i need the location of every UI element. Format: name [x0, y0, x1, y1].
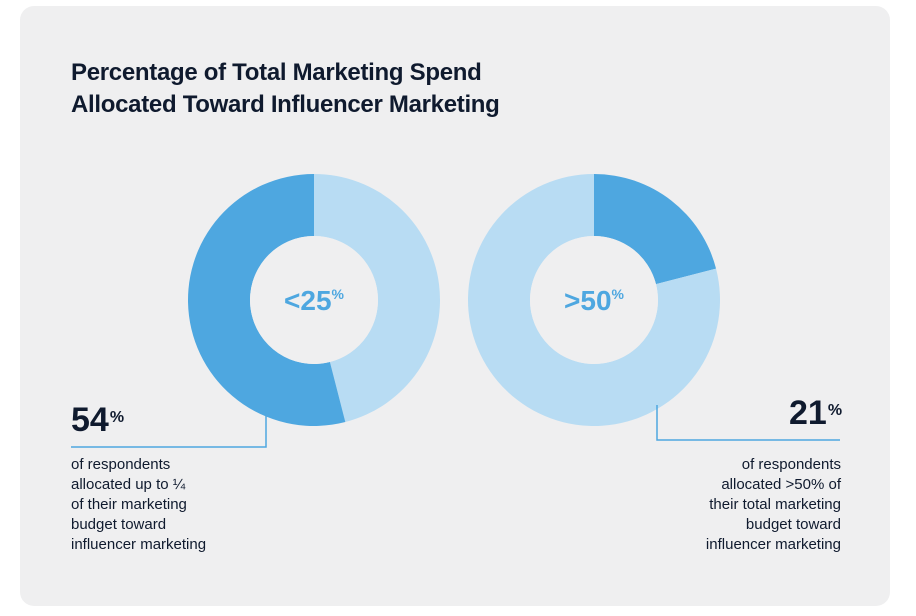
callout-text-left: of respondents allocated up to ¼ of thei… [71, 455, 271, 555]
donut-center-label: >50% [564, 285, 625, 316]
callout-value-left-number: 54 [71, 401, 109, 439]
callout-value-left: 54% [71, 400, 124, 440]
donut-hole [530, 236, 658, 364]
donut-slice [468, 174, 721, 426]
donut-hole [250, 236, 378, 364]
donut-center-label: <25% [284, 285, 345, 316]
donut-slice [314, 174, 441, 423]
callout-text-right: of respondents allocated >50% of their t… [641, 455, 841, 555]
callout-value-right-unit: % [827, 402, 843, 419]
callout-text-left-line: allocated up to ¼ [71, 476, 186, 493]
callout-text-left-line: of their marketing [71, 496, 187, 513]
donut-chart-under-25: <25% [188, 174, 441, 426]
callout-text-left-line: of respondents [71, 456, 171, 473]
callout-text-right-line: allocated >50% of [721, 476, 841, 493]
callout-text-right-line: their total marketing [709, 496, 841, 513]
callout-value-left-unit: % [109, 409, 125, 426]
donut-center-unit: % [612, 286, 625, 302]
chart-title: Percentage of Total Marketing Spend Allo… [71, 57, 500, 121]
donut-chart-over-50: >50% [468, 174, 721, 426]
callout-text-left-line: budget toward [71, 516, 167, 533]
chart-card [20, 6, 890, 606]
chart-title-line-2: Allocated Toward Influencer Marketing [71, 91, 500, 118]
callout-text-right-line: budget toward [745, 516, 841, 533]
donut-center-value: <25 [284, 285, 332, 316]
chart-title-line-1: Percentage of Total Marketing Spend [71, 59, 482, 86]
callout-text-left-line: influencer marketing [71, 536, 207, 553]
donut-center-unit: % [332, 286, 345, 302]
callout-connector-right [656, 405, 840, 441]
callout-text-right-line: influencer marketing [705, 536, 841, 553]
callout-connector-left [71, 412, 267, 448]
callout-value-right-number: 21 [789, 394, 827, 432]
donut-slice [594, 174, 717, 285]
donut-slice [188, 174, 346, 426]
callout-text-right-line: of respondents [741, 456, 841, 473]
donut-center-value: >50 [564, 285, 612, 316]
callout-value-right: 21% [789, 393, 842, 433]
